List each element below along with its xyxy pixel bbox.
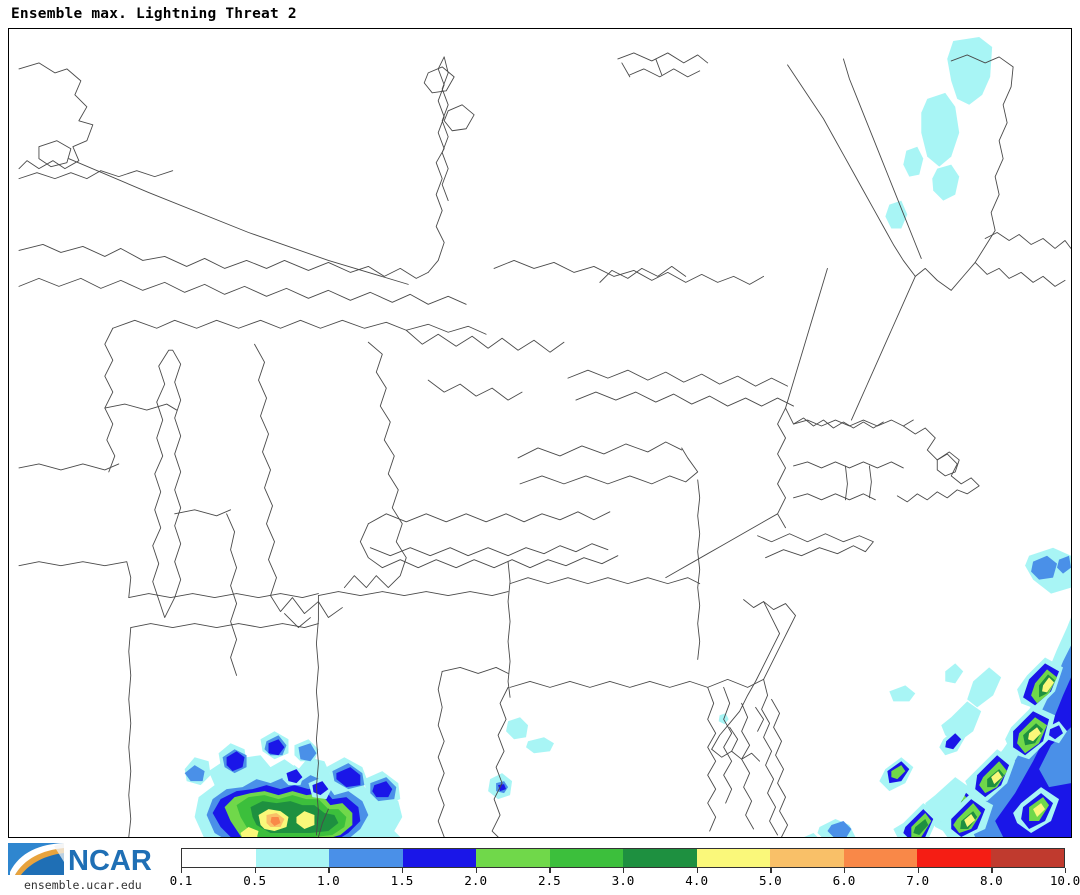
- colorbar-band-1: [182, 849, 256, 867]
- colorbar-tick-label: 2.5: [537, 873, 561, 888]
- colorbar-band-3: [329, 849, 403, 867]
- colorbar-tick-label: 2.0: [464, 873, 488, 888]
- colorbar-tick-label: 5.0: [758, 873, 782, 888]
- colorbar-tick: [254, 868, 256, 873]
- chart-footer: NCAR ensemble.ucar.edu 0.1 0.5 1.0 1.5 2.0 2.…: [0, 838, 1080, 895]
- colorbar-band-12: [990, 849, 1064, 867]
- colorbar-tick-label: 1.0: [316, 873, 340, 888]
- ncar-swoosh-icon: NCAR: [8, 843, 152, 877]
- colorbar-tick-label: 8.0: [979, 873, 1003, 888]
- colorbar-tick-label: 6.0: [832, 873, 856, 888]
- svg-text:NCAR: NCAR: [68, 845, 152, 877]
- colorbar-tick: [475, 868, 477, 873]
- colorbar-ticks: [181, 868, 1067, 876]
- page-title: Ensemble max. Lightning Threat 2: [11, 6, 297, 22]
- map-plot: [18, 36, 1071, 837]
- colorbar-tick: [917, 868, 919, 873]
- colorbar-tick: [696, 868, 698, 873]
- colorbar-band-11: [917, 849, 991, 867]
- colorbar-tick: [844, 868, 846, 873]
- colorbar-tick-label: 3.0: [611, 873, 635, 888]
- colorbar-band-5: [476, 849, 550, 867]
- colorbar-tick: [623, 868, 625, 873]
- colorbar-band-7: [623, 849, 697, 867]
- colorbar-tick: [770, 868, 772, 873]
- colorbar-tick-label: 1.5: [390, 873, 414, 888]
- threat-contour-fills: [184, 36, 1071, 837]
- ncar-logo[interactable]: NCAR ensemble.ucar.edu: [6, 842, 174, 894]
- colorbar-tick-label: 0.1: [169, 873, 193, 888]
- colorbar-band-8: [696, 849, 770, 867]
- colorbar-tick-labels: 0.1 0.5 1.0 1.5 2.0 2.5 3.0 4.0 5.0 6.0 7.0 8.0 10.0: [170, 873, 1080, 893]
- colorbar-tick: [328, 868, 330, 873]
- colorbar-band-10: [843, 849, 917, 867]
- colorbar-tick: [1065, 868, 1067, 873]
- logo-url-text[interactable]: ensemble.ucar.edu: [24, 878, 142, 892]
- colorbar-tick: [402, 868, 404, 873]
- colorbar-tick-label: 10.0: [1049, 873, 1080, 888]
- map-panel[interactable]: [8, 28, 1072, 838]
- colorbar-tick: [549, 868, 551, 873]
- colorbar-tick-label: 0.5: [243, 873, 267, 888]
- colorbar-tick: [181, 868, 183, 873]
- colorbar-band-6: [549, 849, 623, 867]
- colorbar-band-2: [255, 849, 329, 867]
- geography-outlines: [18, 52, 1071, 837]
- colorbar-tick: [991, 868, 993, 873]
- colorbar-band-4: [402, 849, 476, 867]
- colorbar-band-9: [770, 849, 844, 867]
- colorbar-tick-label: 4.0: [685, 873, 709, 888]
- chart-header: Ensemble max. Lightning Threat 2 Init: S…: [0, 0, 1080, 79]
- colorbar[interactable]: [181, 848, 1065, 868]
- colorbar-tick-label: 7.0: [906, 873, 930, 888]
